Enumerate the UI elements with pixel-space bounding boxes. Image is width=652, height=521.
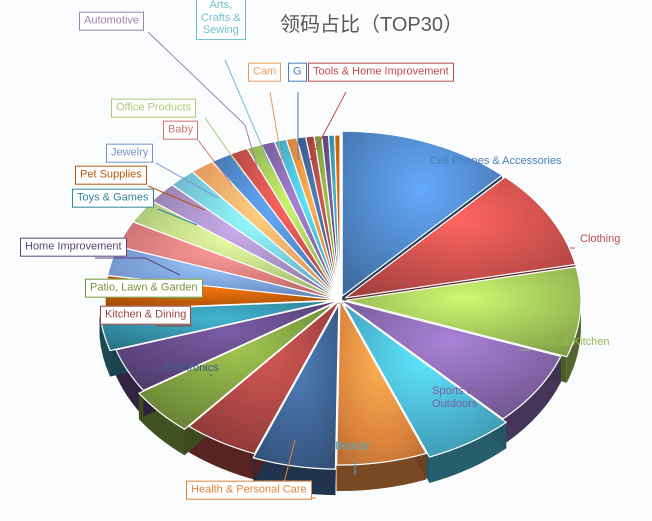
slice-label: Automotive: [79, 12, 144, 31]
slice-label: Cam: [248, 63, 281, 82]
slice-label: Electronics: [165, 362, 219, 375]
slice-label: Toys & Games: [72, 189, 154, 208]
slice-label: Patio, Lawn & Garden: [85, 279, 203, 298]
chart-container: 领码占比（TOP30） Cell Phones & Accessories Clo…: [0, 0, 652, 521]
slice-label: Kitchen & Dining: [100, 306, 191, 325]
slice-label: Home Improvement: [20, 238, 127, 257]
slice-label: Pet Supplies: [75, 166, 147, 185]
slice-label: G: [288, 63, 307, 82]
slice-label: Health & Personal Care: [186, 481, 312, 500]
slice-label: Beauty: [335, 440, 369, 453]
slice-label: Clothing: [580, 233, 620, 246]
slice-label: Sports & Outdoors: [432, 385, 477, 410]
slice-label: Tools & Home Improvement: [308, 63, 454, 82]
slice-label: Home & Kitchen: [530, 336, 609, 349]
slice-label: Office Products: [111, 99, 196, 118]
slice-label: Cell Phones & Accessories: [430, 155, 561, 168]
slice-label: Jewelry: [106, 144, 153, 163]
slice-label: Arts, Crafts & Sewing: [196, 0, 246, 40]
chart-title: 领码占比（TOP30）: [280, 8, 463, 37]
slice-label: Baby: [163, 121, 198, 140]
